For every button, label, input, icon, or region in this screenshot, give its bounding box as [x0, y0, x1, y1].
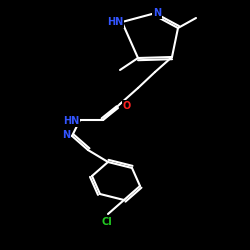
Text: Cl: Cl — [102, 217, 112, 227]
Text: O: O — [123, 101, 131, 111]
Text: HN: HN — [63, 116, 79, 126]
Text: HN: HN — [107, 17, 123, 27]
Text: N: N — [153, 8, 161, 18]
Text: N: N — [62, 130, 70, 140]
